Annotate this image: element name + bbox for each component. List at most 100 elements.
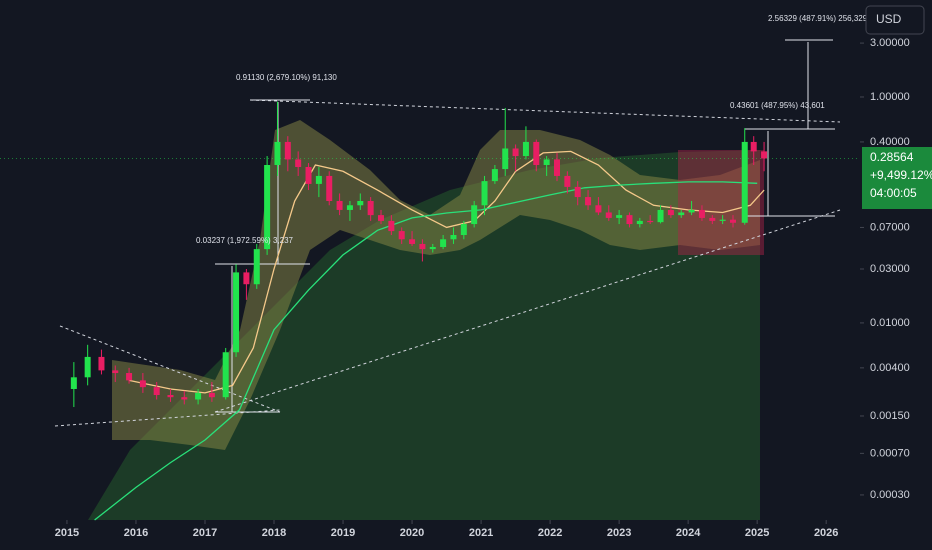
- candle-body: [112, 370, 119, 374]
- candle-body: [167, 395, 174, 398]
- candle-body: [533, 141, 540, 165]
- annotation: 0.43601 (487.95%) 43,601: [730, 101, 825, 110]
- candle-body: [419, 243, 426, 250]
- candle-body: [274, 141, 281, 165]
- x-tick-label: 2023: [607, 527, 631, 539]
- candle-body: [126, 373, 133, 381]
- y-tick-label: 0.01000: [870, 317, 910, 329]
- candle-body: [709, 217, 716, 221]
- trendline: [54, 409, 281, 427]
- candle-body: [719, 219, 726, 221]
- x-tick-label: 2022: [538, 527, 562, 539]
- candle-body: [409, 239, 416, 244]
- moving-average: [128, 150, 765, 394]
- candle-body: [564, 175, 571, 187]
- candle-body: [678, 212, 685, 216]
- last-price: 0.28564: [870, 150, 914, 164]
- candle-body: [398, 231, 405, 240]
- candle-body: [357, 201, 364, 206]
- candle-body: [698, 209, 705, 218]
- candle-body: [502, 148, 509, 170]
- candle-body: [471, 205, 478, 225]
- annotation: 2.56329 (487.91%) 256,329: [768, 14, 868, 23]
- candle-body: [657, 209, 664, 223]
- candle-body: [284, 141, 291, 160]
- candle-body: [295, 159, 302, 167]
- candle-body: [233, 272, 240, 353]
- plot: 2015 2016 2017 2018 2019 2020 2021 2022 2023 2024…: [0, 42, 864, 539]
- candle-body: [367, 201, 374, 216]
- moving-average: [94, 181, 758, 521]
- x-tick-label: 2016: [124, 527, 148, 539]
- x-tick-label: 2018: [262, 527, 286, 539]
- candle-body: [491, 169, 498, 182]
- price-tag-box: [862, 147, 932, 209]
- candle-body: [222, 352, 229, 398]
- candle-body: [346, 205, 353, 210]
- candle-body: [595, 205, 602, 213]
- candle-body: [605, 212, 612, 218]
- candle-body: [326, 175, 333, 202]
- candle-body: [315, 175, 322, 184]
- x-tick-label: 2025: [745, 527, 769, 539]
- y-tick-label: 1.00000: [870, 91, 910, 103]
- candle-body: [761, 151, 768, 159]
- y-tick-label: 0.00070: [870, 447, 910, 459]
- x-tick-label: 2017: [193, 527, 217, 539]
- candle-body: [440, 239, 447, 247]
- x-tick-label: 2020: [400, 527, 424, 539]
- trendline: [249, 99, 841, 123]
- change-label: +9,499.12%: [870, 168, 932, 182]
- candle-body: [741, 141, 748, 223]
- x-tick-label: 2019: [331, 527, 355, 539]
- candle-body: [195, 392, 202, 400]
- candle-body: [305, 166, 312, 184]
- candle-body: [98, 356, 105, 371]
- candle-body: [208, 392, 215, 398]
- y-tick-label: 0.00400: [870, 362, 910, 374]
- candle-body: [688, 209, 695, 213]
- trendline: [214, 209, 841, 413]
- candle-body: [647, 220, 654, 223]
- x-tick-label: 2015: [55, 527, 79, 539]
- candle-body: [253, 249, 260, 285]
- candle-body: [522, 141, 529, 157]
- x-tick-label: 2024: [676, 527, 701, 539]
- currency[interactable]: USD: [876, 12, 902, 26]
- candle-body: [84, 356, 91, 378]
- currency-button[interactable]: [865, 5, 925, 35]
- candle-body: [553, 159, 560, 176]
- candle-body: [377, 215, 384, 221]
- y-tick-label: 0.07000: [870, 221, 910, 233]
- candle-body: [139, 380, 146, 388]
- candle-body: [70, 377, 77, 389]
- candle-body: [336, 201, 343, 210]
- x-tick-label: 2026: [814, 527, 838, 539]
- candle-body: [626, 215, 633, 225]
- candle-body: [388, 220, 395, 232]
- countdown: 04:00:05: [870, 186, 917, 200]
- candle-body: [543, 159, 550, 165]
- y-tick-label: 0.40000: [870, 136, 910, 148]
- candle-body: [750, 141, 757, 152]
- candle-body: [181, 397, 188, 400]
- candle-body: [429, 246, 436, 250]
- candle-body: [460, 224, 467, 236]
- candle-body: [585, 197, 592, 206]
- y-tick-label: 3.00000: [870, 37, 910, 49]
- candle-body: [481, 181, 488, 206]
- price-tag: 0.28564 +9,499.12% 04:00:05: [862, 147, 932, 209]
- candle-body: [667, 209, 674, 216]
- zone: [678, 150, 764, 255]
- candle-body: [616, 215, 623, 218]
- annotation: 0.91130 (2,679.10%) 91,130: [236, 73, 337, 82]
- y-tick-label: 0.00030: [870, 489, 910, 501]
- candle-body: [636, 220, 643, 225]
- cloud: [88, 150, 760, 520]
- candle-body: [574, 186, 581, 198]
- y-tick-label: 0.03000: [870, 263, 910, 275]
- candle-body: [730, 219, 737, 223]
- candle-body: [264, 164, 271, 250]
